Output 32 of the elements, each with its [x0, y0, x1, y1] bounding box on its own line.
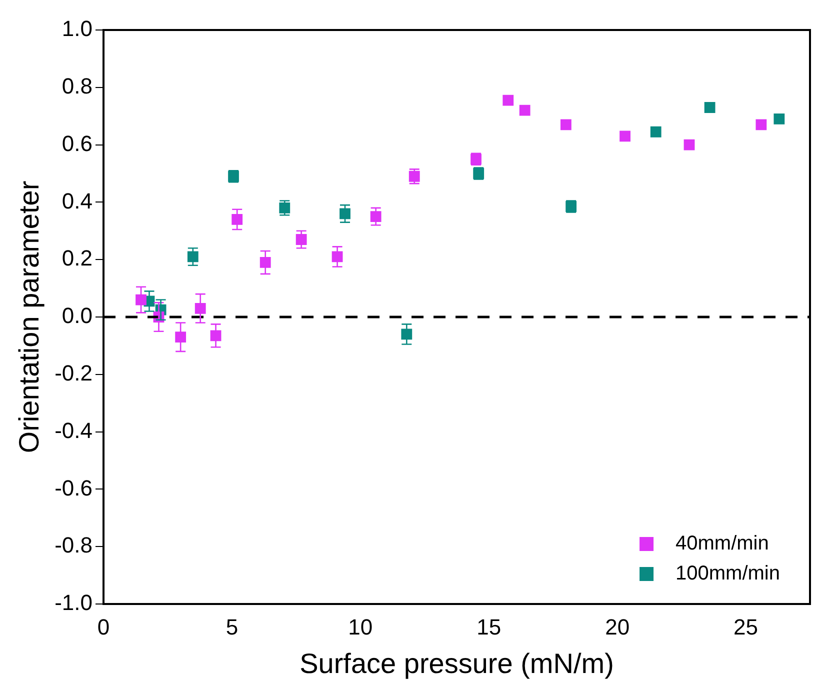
y-tick-label: 0.0	[62, 303, 93, 328]
point	[560, 119, 572, 130]
point	[650, 126, 662, 138]
point	[620, 130, 630, 142]
point	[684, 139, 695, 150]
y-tick-label: -1.0	[54, 590, 93, 616]
y-tick-label: 0.8	[62, 73, 93, 98]
x-tick-label: 20	[605, 614, 630, 640]
legend-label: 40mm/min	[676, 532, 769, 555]
x-tick-label: 15	[476, 614, 502, 640]
x-tick-label: 25	[734, 614, 758, 640]
y-axis-title: Orientation parameter	[14, 180, 45, 454]
y-tick-label: -0.6	[54, 475, 93, 500]
x-tick-label: 0	[97, 614, 110, 640]
point	[774, 114, 785, 124]
x-tick-label: 5	[226, 614, 238, 640]
point	[519, 104, 530, 116]
y-tick-label: 0.4	[62, 188, 93, 214]
y-tick-label: -0.4	[54, 418, 93, 443]
y-tick-label: -0.8	[54, 532, 93, 558]
point	[704, 102, 716, 113]
y-tick-label: -0.2	[54, 360, 93, 386]
point	[502, 94, 514, 106]
legend-label: 100mm/min	[676, 562, 780, 585]
point	[340, 208, 350, 220]
y-tick-label: 0.6	[62, 130, 93, 156]
point	[756, 119, 767, 130]
point	[175, 332, 186, 343]
x-tick-label: 10	[348, 614, 373, 640]
y-tick-label: 0.2	[62, 246, 93, 271]
y-tick-label: 1.0	[62, 16, 93, 42]
x-axis-title: Surface pressure (mN/m)	[300, 648, 614, 679]
